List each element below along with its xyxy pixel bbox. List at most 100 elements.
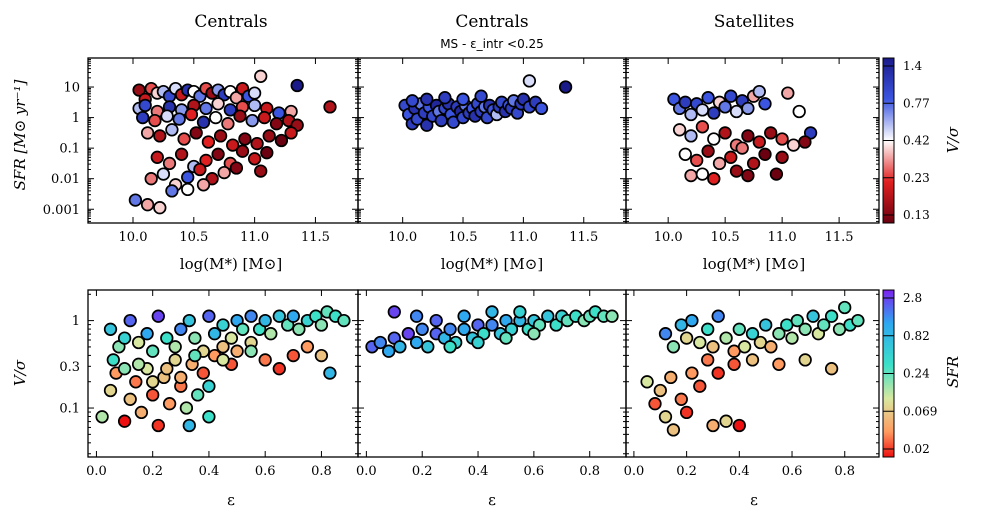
data-point xyxy=(605,309,619,323)
data-point xyxy=(207,327,222,341)
x-tick-label: 0.4 xyxy=(199,464,220,479)
data-point xyxy=(735,141,749,155)
data-point xyxy=(781,86,795,100)
data-point xyxy=(314,318,329,332)
data-point xyxy=(254,69,268,83)
data-point xyxy=(499,331,513,345)
x-tick-label: 0.8 xyxy=(834,464,855,479)
data-point xyxy=(666,423,681,437)
data-point xyxy=(674,392,688,406)
panel-bottom-left: 0.0 0.2 0.4 0.6 0.8 1 0.3 0.1 xyxy=(59,289,359,479)
data-point xyxy=(741,168,755,183)
data-point xyxy=(522,74,537,88)
data-point xyxy=(156,167,171,181)
data-point xyxy=(718,126,732,140)
bottom-y-axis-label: V/σ xyxy=(11,359,29,386)
data-point xyxy=(405,94,419,108)
y-tick-label: 0.01 xyxy=(51,172,80,187)
data-point xyxy=(764,340,778,354)
colorbar-tick-label: 0.23 xyxy=(903,171,930,185)
x-tick-label: 0.6 xyxy=(255,464,276,479)
data-point xyxy=(290,78,304,93)
x-tick-label: 10.5 xyxy=(449,230,478,245)
data-point xyxy=(224,331,239,345)
data-point xyxy=(409,335,424,350)
data-point xyxy=(250,136,264,151)
x-tick-label: 0.6 xyxy=(524,464,545,479)
y-tick-label: 0.001 xyxy=(43,203,80,218)
data-point xyxy=(706,340,720,354)
data-point xyxy=(174,322,188,336)
data-point xyxy=(775,132,789,146)
data-point xyxy=(701,353,715,367)
data-point xyxy=(262,129,276,143)
data-point xyxy=(162,156,177,171)
colorbar-tick-label: 0.13 xyxy=(903,208,930,222)
data-point xyxy=(387,305,401,319)
data-point xyxy=(196,366,210,380)
data-point xyxy=(235,144,250,158)
data-point xyxy=(202,379,216,393)
data-point xyxy=(707,172,721,186)
data-point xyxy=(729,164,744,178)
data-point xyxy=(117,414,132,428)
data-point xyxy=(719,331,733,345)
data-point xyxy=(429,313,443,328)
data-point xyxy=(745,327,760,341)
data-point xyxy=(216,318,230,332)
data-point xyxy=(184,107,199,122)
data-point xyxy=(168,353,182,367)
bottom-x-label-1: ε xyxy=(227,491,235,509)
data-point xyxy=(144,172,158,186)
y-tick-label: 1 xyxy=(72,314,80,329)
x-tick-label: 11.5 xyxy=(825,230,854,245)
data-point xyxy=(177,132,191,146)
data-point xyxy=(136,110,150,125)
data-point xyxy=(257,110,272,125)
data-point xyxy=(695,120,710,134)
data-point xyxy=(174,370,188,385)
x-tick-label: 0.2 xyxy=(412,464,433,479)
data-point xyxy=(679,405,694,420)
data-point xyxy=(719,414,733,428)
x-tick-label: 10.5 xyxy=(711,230,740,245)
data-point xyxy=(527,327,541,341)
data-point xyxy=(679,331,694,345)
data-point xyxy=(193,162,207,177)
data-point xyxy=(196,115,211,129)
data-point xyxy=(798,353,812,367)
data-point xyxy=(292,322,306,336)
data-point xyxy=(786,138,801,152)
data-point xyxy=(211,147,225,161)
data-point xyxy=(693,379,707,393)
y-tick-label: 10 xyxy=(63,81,80,96)
data-point xyxy=(420,118,434,132)
data-point xyxy=(693,335,707,350)
x-tick-label: 11.0 xyxy=(768,230,797,245)
data-point xyxy=(236,322,250,336)
data-point xyxy=(217,165,231,180)
panel-frame xyxy=(625,289,880,458)
data-point xyxy=(824,362,839,376)
data-point xyxy=(106,353,120,367)
top-x-label-1: log(M*) [M⊙] xyxy=(180,255,282,273)
data-point xyxy=(202,309,216,323)
data-point xyxy=(103,322,118,336)
data-point xyxy=(653,383,667,398)
data-point xyxy=(216,353,230,367)
data-point xyxy=(727,357,741,371)
x-tick-label: 10.0 xyxy=(654,230,683,245)
colorbar-tick-label: 0.42 xyxy=(903,134,930,148)
data-point xyxy=(168,340,182,354)
data-point xyxy=(684,168,698,183)
data-point xyxy=(438,91,452,105)
data-point xyxy=(258,353,272,367)
data-point xyxy=(838,300,852,315)
data-point xyxy=(247,86,262,100)
column-title-1: Centrals xyxy=(194,12,267,32)
data-point xyxy=(701,144,715,158)
data-point xyxy=(752,135,766,149)
data-point xyxy=(421,340,435,354)
data-point xyxy=(151,418,165,433)
data-point xyxy=(457,309,471,323)
